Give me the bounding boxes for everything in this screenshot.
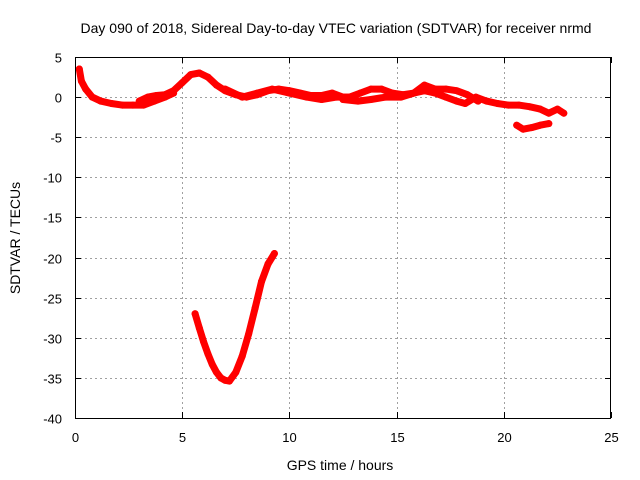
y-axis-label: SDTVAR / TECUs (7, 182, 23, 294)
data-point (463, 91, 471, 99)
data-point (519, 125, 527, 133)
data-point (178, 79, 186, 87)
data-point (354, 97, 362, 105)
data-point (221, 85, 229, 93)
data-point (270, 250, 278, 257)
data-point (118, 101, 126, 109)
y-tick-label: -20 (43, 252, 62, 267)
data-point (318, 96, 326, 103)
y-tick-label: -40 (43, 412, 62, 427)
data-point (367, 85, 375, 93)
series-arc-6 (191, 250, 278, 385)
data-point (367, 96, 375, 103)
data-point (483, 97, 491, 105)
y-tick-label: 5 (55, 51, 62, 66)
data-point (77, 77, 85, 85)
data-point (356, 89, 364, 97)
data-point (453, 87, 461, 95)
data-point (258, 278, 265, 286)
data-point (421, 87, 428, 95)
y-tick-label: -10 (43, 171, 62, 186)
data-point (442, 93, 450, 101)
data-point (560, 109, 568, 117)
data-point (170, 87, 178, 95)
data-point (107, 100, 115, 107)
data-point (225, 377, 233, 385)
x-axis-label: GPS time / hours (287, 457, 394, 473)
data-point (453, 97, 461, 105)
data-point (238, 93, 246, 101)
data-point (378, 85, 386, 93)
data-point (528, 124, 536, 132)
x-tick-label: 10 (282, 430, 296, 445)
data-point (153, 92, 160, 99)
data-point (213, 81, 220, 89)
x-tick-label: 25 (604, 430, 618, 445)
data-point (253, 89, 261, 97)
data-point (195, 324, 203, 332)
x-tick-label: 5 (179, 430, 186, 445)
data-point (504, 101, 512, 109)
data-point (431, 89, 439, 97)
data-point (515, 101, 523, 109)
data-point (187, 71, 195, 79)
data-point (536, 105, 544, 113)
data-point (204, 350, 212, 358)
data-point (339, 96, 347, 103)
data-point (238, 352, 246, 360)
data-point (553, 105, 561, 113)
data-point (232, 368, 240, 376)
data-point (461, 100, 469, 107)
y-tick-label: -25 (43, 292, 62, 307)
data-point (191, 310, 199, 318)
data-point (208, 360, 216, 368)
data-point (213, 368, 220, 376)
data-point (545, 109, 553, 117)
data-point (303, 93, 311, 101)
data-point (264, 260, 272, 268)
series-layer (75, 65, 568, 385)
data-point (245, 330, 253, 338)
tick-layer: 0 5 10 15 20 25 5 0 -5 -10 -15 -20 -25 -30 -35 -40 (43, 51, 619, 446)
x-tick-label: 15 (390, 430, 404, 445)
data-point (129, 101, 137, 109)
data-point (513, 121, 521, 129)
data-point (195, 69, 203, 77)
data-point (545, 120, 553, 128)
y-tick-label: -35 (43, 372, 62, 387)
data-point (285, 89, 293, 97)
data-point (82, 85, 90, 93)
data-point (268, 85, 276, 93)
data-point (397, 93, 405, 101)
plot-frame (75, 57, 611, 419)
y-tick-label: -30 (43, 332, 62, 347)
x-tick-label: 20 (497, 430, 511, 445)
data-point (161, 91, 169, 99)
data-point (333, 93, 341, 101)
x-tick-label: 0 (72, 430, 79, 445)
data-point (536, 121, 544, 129)
y-tick-label: -5 (50, 131, 62, 146)
data-point (135, 97, 143, 105)
data-point (421, 81, 428, 89)
data-point (88, 93, 96, 101)
data-point (526, 103, 533, 111)
data-point (472, 93, 480, 101)
grid-layer (75, 57, 611, 418)
y-tick-label: 0 (55, 91, 62, 106)
data-point (144, 93, 152, 101)
chart-title: Day 090 of 2018, Sidereal Day-to-day VTE… (81, 20, 592, 36)
y-tick-label: -15 (43, 211, 62, 226)
data-point (200, 338, 208, 346)
data-point (493, 100, 501, 107)
data-point (97, 97, 105, 105)
data-point (204, 73, 212, 81)
data-point (382, 93, 390, 101)
data-point (75, 65, 83, 73)
data-point (251, 304, 259, 312)
data-point (410, 89, 418, 97)
data-point (442, 85, 450, 93)
